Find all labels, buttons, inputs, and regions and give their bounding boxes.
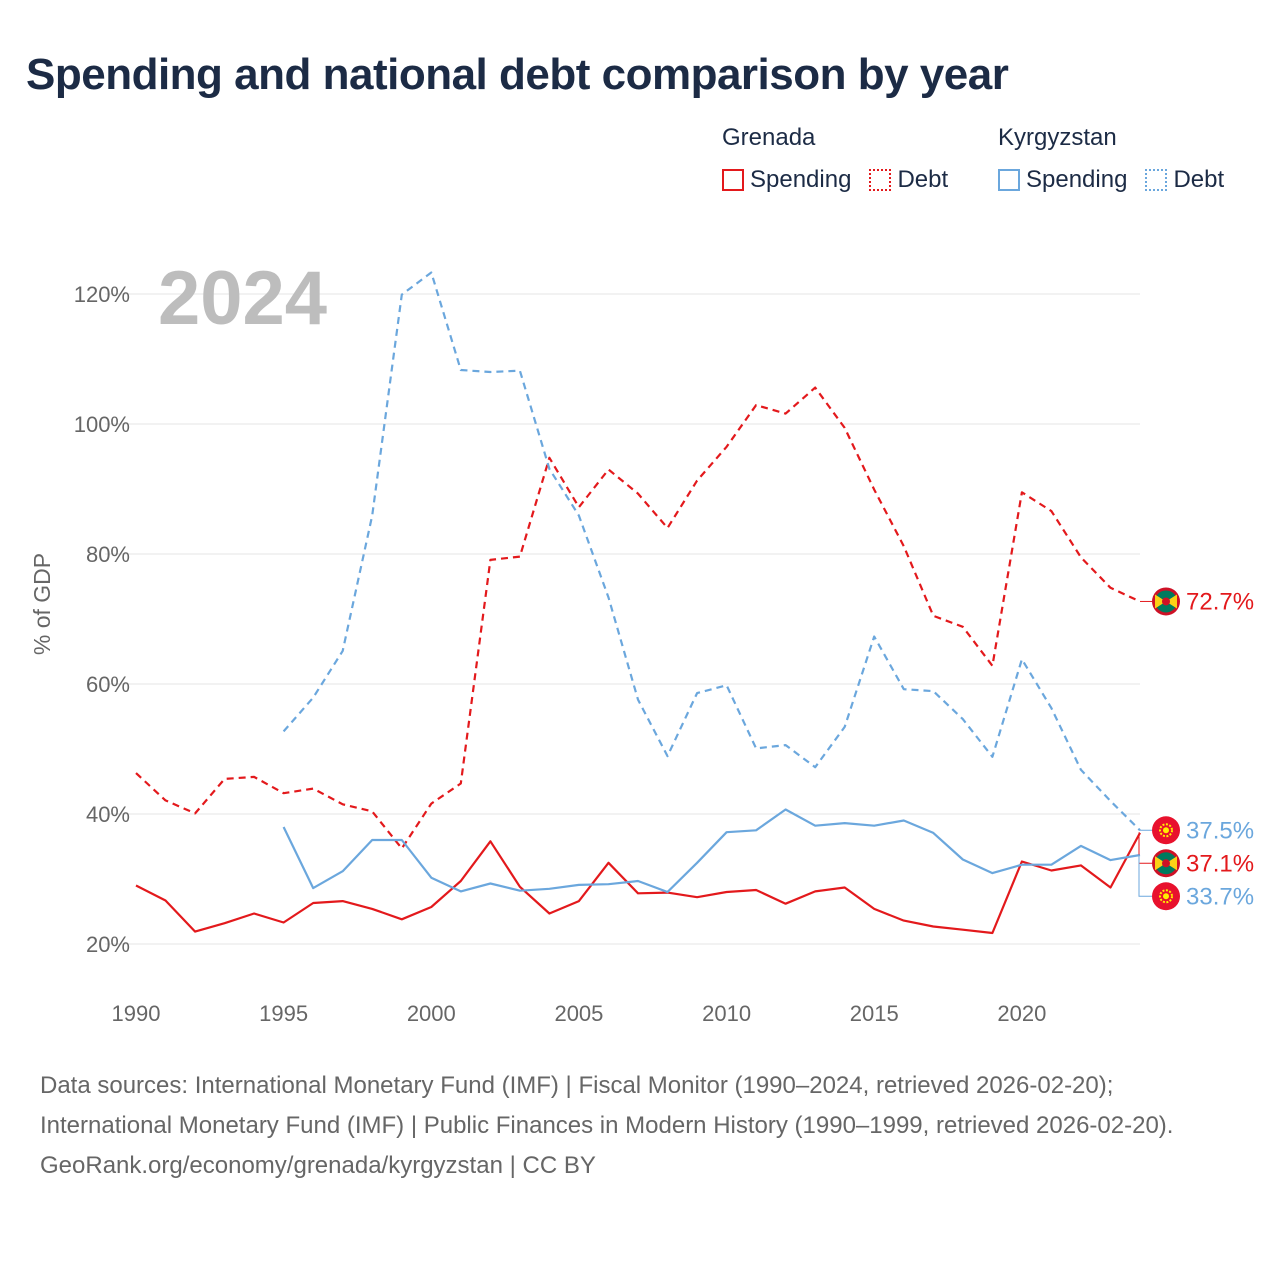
legend-group-kyrgyzstan: Kyrgyzstan Spending Debt	[998, 124, 1242, 194]
x-tick-label: 1990	[112, 1001, 161, 1026]
legend-group-grenada: Grenada Spending Debt	[722, 124, 966, 194]
x-tick-label: 1995	[259, 1001, 308, 1026]
y-axis-ticks: 20% 40% 60% 80% 100% 120%	[74, 282, 130, 957]
footer: Data sources: International Monetary Fun…	[40, 1066, 1240, 1186]
data-sources: Data sources: International Monetary Fun…	[40, 1072, 1174, 1139]
y-tick-label: 120%	[74, 282, 130, 307]
legend-swatch-dotted-icon	[869, 169, 892, 191]
year-watermark: 2024	[158, 256, 327, 341]
x-tick-label: 2005	[554, 1001, 603, 1026]
legend-swatch-solid-icon	[722, 169, 744, 191]
series-line-grenada-spending[interactable]	[135, 832, 1141, 935]
y-tick-label: 20%	[86, 932, 130, 957]
end-value-label: 33.7%	[1186, 883, 1254, 910]
y-axis-label: % of GDP	[29, 553, 55, 655]
x-axis-ticks: 1990 1995 2000 2005 2010 2015 2020	[112, 1001, 1047, 1026]
end-value-label: 37.1%	[1186, 850, 1254, 877]
legend-country-kyrgyzstan: Kyrgyzstan	[998, 124, 1117, 151]
y-tick-label: 40%	[86, 802, 130, 827]
grid-lines	[105, 293, 1140, 945]
legend-item-grenada-debt[interactable]: Debt	[869, 166, 948, 194]
legend-label: Debt	[897, 166, 949, 193]
series-line-kyrgyzstan-debt[interactable]	[282, 271, 1141, 832]
connector-line	[1138, 832, 1152, 864]
y-tick-label: 100%	[74, 412, 130, 437]
y-tick-label: 60%	[86, 672, 130, 697]
legend-item-grenada-spending[interactable]: Spending	[722, 166, 851, 194]
kyrgyzstan-flag-icon	[1152, 816, 1180, 845]
grenada-flag-icon	[1152, 587, 1180, 616]
series-line-kyrgyzstan-spending[interactable]	[282, 808, 1141, 894]
legend-swatch-dotted-icon	[1145, 169, 1168, 191]
grenada-flag-icon	[1152, 849, 1180, 878]
legend-label: Spending	[1026, 166, 1128, 193]
end-markers: 72.7% 37.5% 37.1% 33.7%	[1138, 587, 1254, 911]
credit-line: GeoRank.org/economy/grenada/kyrgyzstan |…	[40, 1152, 596, 1179]
kyrgyzstan-flag-icon	[1152, 882, 1180, 911]
legend-swatch-solid-icon	[998, 169, 1020, 191]
legend-country-grenada: Grenada	[722, 124, 816, 151]
legend-label: Debt	[1173, 166, 1225, 193]
end-value-label: 72.7%	[1186, 588, 1254, 615]
x-tick-label: 2015	[850, 1001, 899, 1026]
series-line-grenada-debt[interactable]	[135, 386, 1141, 850]
connector-line	[1138, 854, 1152, 897]
line-chart: 2024 20% 40% 60% 80% 100% 120% 1990 1995 2000 20…	[29, 256, 1254, 1026]
series-lines	[135, 271, 1141, 935]
x-tick-label: 2010	[702, 1001, 751, 1026]
end-value-label: 37.5%	[1186, 817, 1254, 844]
legend-label: Spending	[750, 166, 852, 193]
legend-item-kyrgyzstan-spending[interactable]: Spending	[998, 166, 1127, 194]
chart-title: Spending and national debt comparison by…	[26, 50, 1009, 99]
legend-item-kyrgyzstan-debt[interactable]: Debt	[1145, 166, 1224, 194]
y-tick-label: 80%	[86, 542, 130, 567]
x-tick-label: 2020	[997, 1001, 1046, 1026]
x-tick-label: 2000	[407, 1001, 456, 1026]
